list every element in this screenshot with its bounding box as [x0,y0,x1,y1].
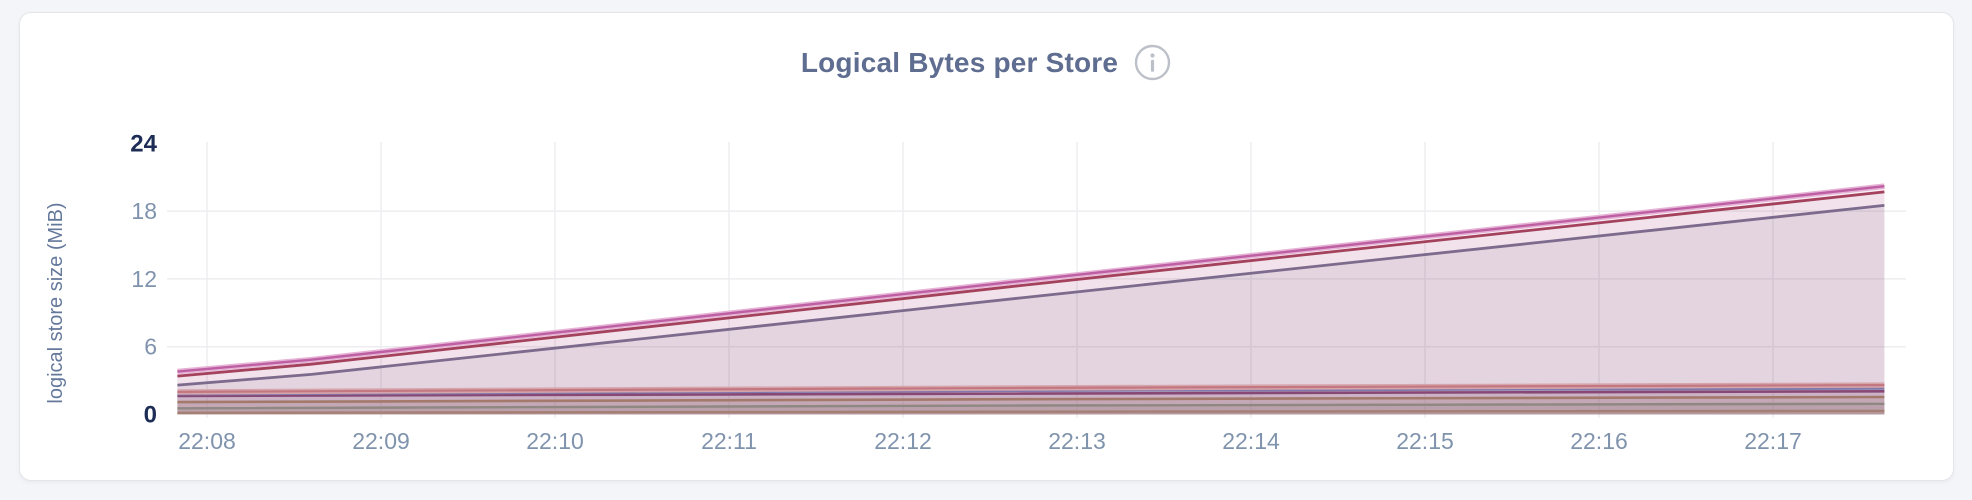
series-store-2-crimson-rising [177,190,1885,415]
y-tick-18: 18 [131,198,157,224]
y-tick-12: 12 [131,266,157,292]
chart-axes: 0 6 12 18 24 22:08 22:09 22:10 22:11 22:12 22:13 22… [45,130,1802,454]
y-axis-label: logical store size (MiB) [45,202,67,403]
series-store-8-green-flat [177,402,1885,415]
x-tick-22:11: 22:11 [701,428,757,454]
x-tick-22:12: 22:12 [874,428,932,454]
x-tick-22:16: 22:16 [1570,428,1628,454]
chart-series [177,183,1885,415]
x-tick-22:08: 22:08 [178,428,236,454]
series-store-9-tan-flat [177,409,1885,415]
y-tick-24: 24 [130,130,157,157]
x-tick-22:10: 22:10 [526,428,584,454]
series-store-6-plum-flat [177,390,1885,415]
series-store-3-slate-rising [177,204,1885,415]
x-tick-22:17: 22:17 [1744,428,1802,454]
y-tick-0: 0 [144,402,157,429]
series-store-1-pink-rising [177,183,1885,415]
y-tick-6: 6 [144,334,157,360]
x-tick-22:09: 22:09 [352,428,410,454]
series-store-4-salmon-flat [177,382,1885,415]
chart-header: Logical Bytes per Store [0,44,1972,81]
x-tick-22:14: 22:14 [1222,428,1280,454]
series-store-7-tan-flat [177,395,1885,415]
x-tick-22:13: 22:13 [1048,428,1106,454]
chart-title: Logical Bytes per Store [800,46,1119,78]
info-icon[interactable] [1134,44,1171,81]
x-tick-22:15: 22:15 [1396,428,1454,454]
